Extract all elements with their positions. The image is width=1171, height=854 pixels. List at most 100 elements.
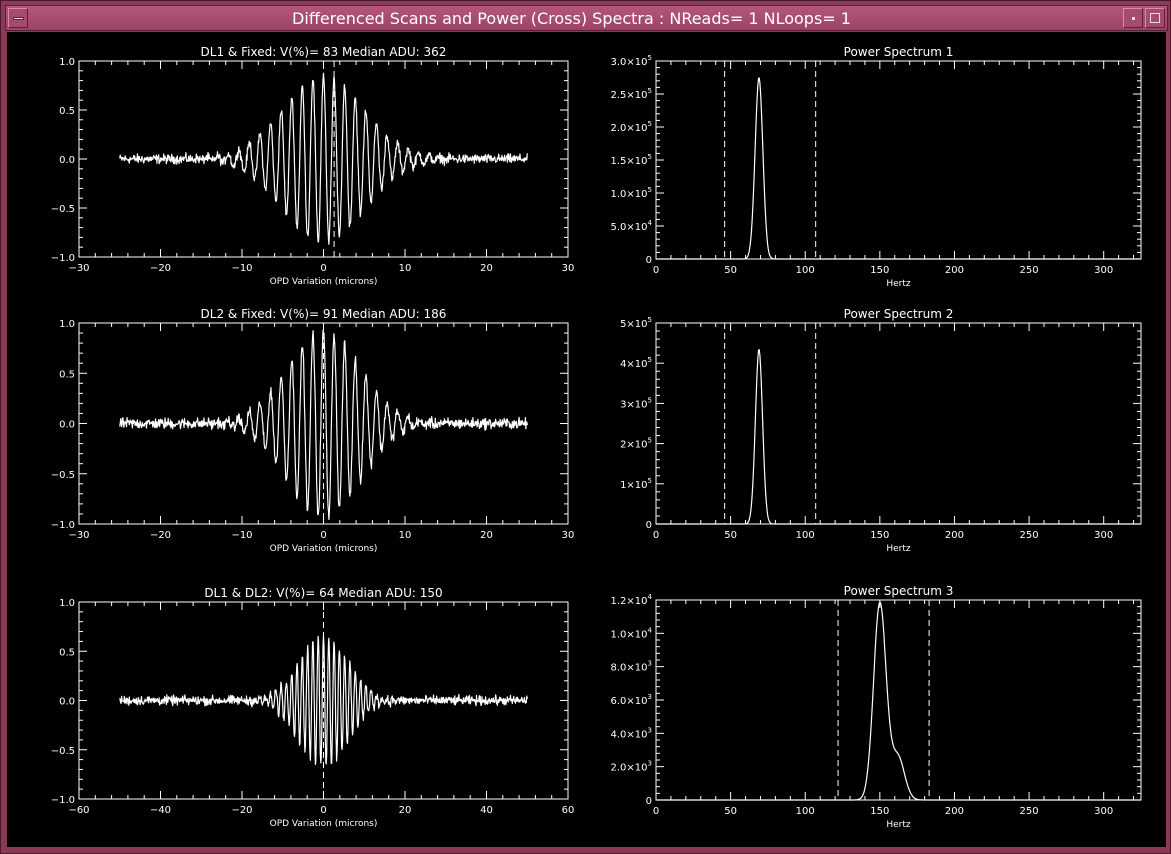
x-axis-label: Hertz — [886, 279, 911, 289]
x-tick-label: 100 — [796, 265, 815, 276]
y-tick-label: 1.0 — [59, 598, 75, 609]
y-tick-label: 4.0×103 — [611, 726, 652, 740]
y-tick-label: 0 — [646, 796, 652, 807]
y-tick-label: 1.2×104 — [611, 593, 653, 607]
y-tick-exponent: 5 — [648, 186, 652, 194]
x-tick-label: 10 — [399, 263, 412, 274]
x-tick-label: −20 — [150, 530, 171, 541]
x-tick-label: −20 — [231, 805, 252, 816]
y-tick-label: 4×105 — [620, 356, 652, 370]
y-tick-exponent: 5 — [648, 477, 652, 485]
y-tick-mantissa: 1.0×10 — [611, 189, 648, 200]
y-tick-label: 6.0×103 — [611, 693, 652, 707]
y-tick-mantissa: 5×10 — [620, 319, 647, 330]
y-tick-exponent: 3 — [648, 760, 652, 768]
x-tick-label: 250 — [1020, 265, 1039, 276]
x-tick-label: 100 — [796, 530, 815, 541]
x-tick-label: −20 — [150, 263, 171, 274]
y-tick-label: −1.0 — [51, 795, 75, 806]
x-axis-label: Hertz — [886, 820, 911, 830]
y-tick-label: 1.0 — [59, 57, 75, 68]
x-tick-label: 50 — [724, 806, 737, 817]
y-tick-exponent: 4 — [648, 593, 653, 601]
y-tick-label: −0.5 — [51, 204, 75, 215]
y-tick-mantissa: 0 — [646, 255, 652, 266]
maximize-square — [1150, 13, 1160, 23]
chart-panel-2: Power Spectrum 1 Hertz 0 50 100 150 200 250 300 0… — [611, 45, 1142, 289]
x-tick-label: 0 — [320, 530, 326, 541]
data-series-line — [119, 635, 528, 766]
x-axis-label: OPD Variation (microns) — [270, 277, 378, 287]
y-tick-exponent: 5 — [648, 87, 652, 95]
y-tick-mantissa: 1.5×10 — [611, 156, 648, 167]
chart-panel-3: DL2 & Fixed: V(%)= 91 Median ADU: 186 OPD… — [51, 307, 575, 554]
y-tick-label: 1.0×105 — [611, 186, 652, 200]
y-tick-label: 5.0×104 — [611, 219, 653, 233]
x-tick-label: 0 — [653, 530, 659, 541]
x-tick-label: 200 — [945, 265, 964, 276]
y-tick-exponent: 5 — [648, 316, 652, 324]
x-tick-label: −10 — [231, 530, 252, 541]
x-tick-label: 40 — [480, 805, 493, 816]
x-tick-label: −30 — [68, 263, 89, 274]
y-tick-mantissa: 4.0×10 — [611, 729, 648, 740]
x-tick-label: −30 — [68, 530, 89, 541]
chart-title: Power Spectrum 1 — [844, 45, 954, 59]
chart-panel-6: Power Spectrum 3 Hertz 0 50 100 150 200 250 300 0… — [611, 584, 1142, 830]
window-menu-bar — [13, 17, 24, 20]
data-series-line — [119, 72, 528, 245]
y-tick-mantissa: 2×10 — [620, 440, 647, 451]
maximize-icon[interactable] — [1145, 8, 1165, 28]
data-series-line — [119, 329, 528, 521]
chart-title: Power Spectrum 2 — [844, 307, 954, 321]
x-tick-label: 0 — [653, 265, 659, 276]
y-tick-label: −1.0 — [51, 520, 75, 531]
chart-title: DL2 & Fixed: V(%)= 91 Median ADU: 186 — [201, 307, 447, 321]
x-tick-label: 200 — [945, 806, 964, 817]
plot-frame — [655, 322, 1142, 525]
x-tick-label: 100 — [796, 806, 815, 817]
y-tick-mantissa: 4×10 — [620, 359, 647, 370]
data-series-line — [656, 601, 1141, 801]
data-series-line — [656, 77, 1141, 260]
y-tick-exponent: 5 — [648, 54, 652, 62]
y-tick-exponent: 5 — [648, 437, 652, 445]
plot-frame — [655, 599, 1142, 801]
window-menu-icon[interactable] — [8, 8, 28, 28]
y-tick-mantissa: 0 — [646, 520, 652, 531]
x-tick-label: 250 — [1020, 530, 1039, 541]
y-tick-mantissa: 2.0×10 — [611, 763, 648, 774]
y-tick-label: 0.5 — [59, 106, 75, 117]
x-tick-label: 30 — [562, 263, 575, 274]
y-tick-label: 0.5 — [59, 647, 75, 658]
y-tick-label: 3.0×105 — [611, 54, 652, 68]
y-tick-label: 1.0×104 — [611, 626, 653, 640]
y-tick-label: 1.0 — [59, 319, 75, 330]
x-tick-label: 20 — [480, 530, 493, 541]
x-tick-label: 200 — [945, 530, 964, 541]
x-tick-label: −10 — [231, 263, 252, 274]
x-tick-label: −40 — [150, 805, 171, 816]
y-tick-exponent: 3 — [648, 726, 652, 734]
x-tick-label: 300 — [1094, 265, 1113, 276]
y-tick-mantissa: 3.0×10 — [611, 57, 648, 68]
y-tick-label: 0.0 — [59, 155, 75, 166]
y-tick-label: −0.5 — [51, 470, 75, 481]
title-bar[interactable]: Differenced Scans and Power (Cross) Spec… — [5, 5, 1168, 31]
minimize-icon[interactable] — [1123, 8, 1143, 28]
y-tick-label: 0.5 — [59, 369, 75, 380]
x-tick-label: 300 — [1094, 806, 1113, 817]
chart-title: Power Spectrum 3 — [844, 584, 954, 598]
x-tick-label: −60 — [68, 805, 89, 816]
y-tick-mantissa: 5.0×10 — [611, 222, 648, 233]
x-tick-label: 150 — [870, 530, 889, 541]
y-tick-exponent: 3 — [648, 660, 652, 668]
x-tick-label: 0 — [653, 806, 659, 817]
y-tick-mantissa: 1.0×10 — [611, 629, 648, 640]
y-tick-label: 0 — [646, 255, 652, 266]
plot-frame — [655, 60, 1142, 260]
x-tick-label: 20 — [399, 805, 412, 816]
chart-title: DL1 & DL2: V(%)= 64 Median ADU: 150 — [204, 586, 442, 600]
y-tick-label: 2×105 — [620, 437, 652, 451]
